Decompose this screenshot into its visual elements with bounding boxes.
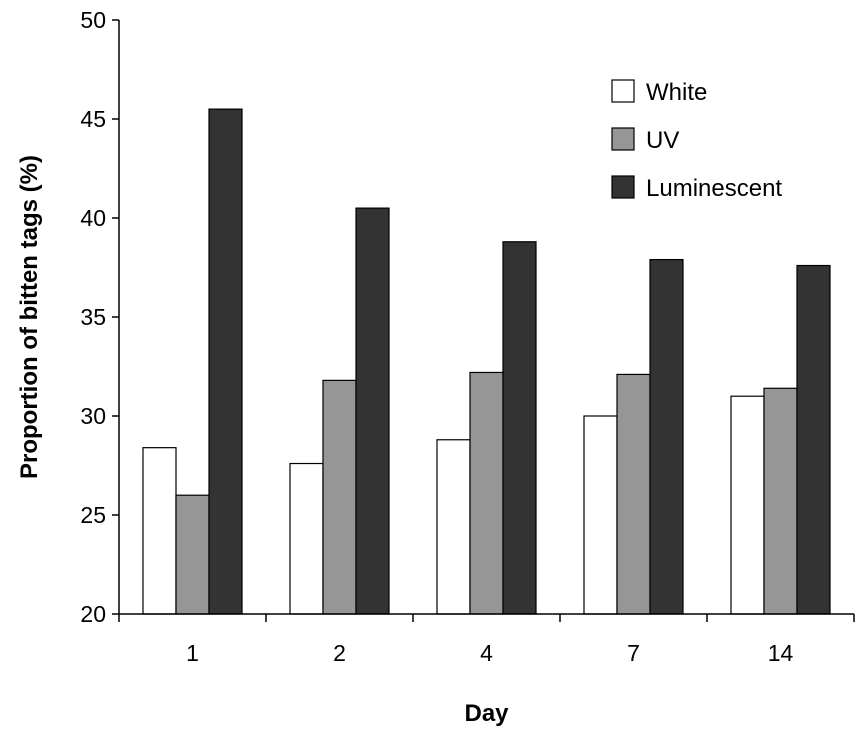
y-tick-label: 25 (80, 502, 106, 528)
legend: White UV Luminescent (611, 79, 782, 202)
x-tick-label: 1 (186, 640, 199, 666)
x-tick-label: 14 (768, 640, 794, 666)
x-tick-label: 2 (333, 640, 346, 666)
bar-white-day-4 (436, 439, 471, 615)
x-tick-label: 4 (480, 640, 493, 666)
bar-luminescent-day-7 (649, 258, 684, 615)
bar-luminescent-day-4 (502, 241, 537, 615)
legend-swatch-white (611, 79, 635, 103)
y-tick-label: 35 (80, 304, 106, 330)
y-tick-label: 30 (80, 403, 106, 429)
bar-uv-day-4 (469, 371, 504, 615)
y-axis-title: Proportion of bitten tags (%) (16, 155, 43, 479)
bar-uv-day-1 (175, 494, 210, 615)
bar-uv-day-14 (763, 387, 798, 615)
bar-white-day-7 (583, 415, 618, 615)
y-tick-label: 20 (80, 601, 106, 627)
x-tick-label: 7 (627, 640, 640, 666)
bar-white-day-2 (289, 462, 324, 615)
bar-luminescent-day-1 (208, 108, 243, 615)
y-tick-label: 40 (80, 205, 106, 231)
bar-white-day-14 (730, 395, 765, 615)
bar-uv-day-2 (322, 379, 357, 615)
legend-swatch-uv (611, 127, 635, 151)
legend-label-luminescent: Luminescent (646, 175, 782, 202)
y-tick-label: 50 (80, 7, 106, 33)
legend-swatch-luminescent (611, 175, 635, 199)
bar-white-day-1 (142, 447, 177, 615)
bars-group (142, 108, 831, 615)
x-ticks-group: 1 2 4 7 14 (118, 614, 855, 666)
y-tick-label: 45 (80, 106, 106, 132)
bar-luminescent-day-14 (796, 264, 831, 615)
bar-uv-day-7 (616, 373, 651, 615)
bar-luminescent-day-2 (355, 207, 390, 615)
legend-label-white: White (646, 79, 707, 106)
y-ticks-group: 20 25 30 35 40 45 50 (80, 7, 119, 627)
legend-label-uv: UV (646, 127, 679, 154)
x-axis-title: Day (464, 700, 509, 727)
